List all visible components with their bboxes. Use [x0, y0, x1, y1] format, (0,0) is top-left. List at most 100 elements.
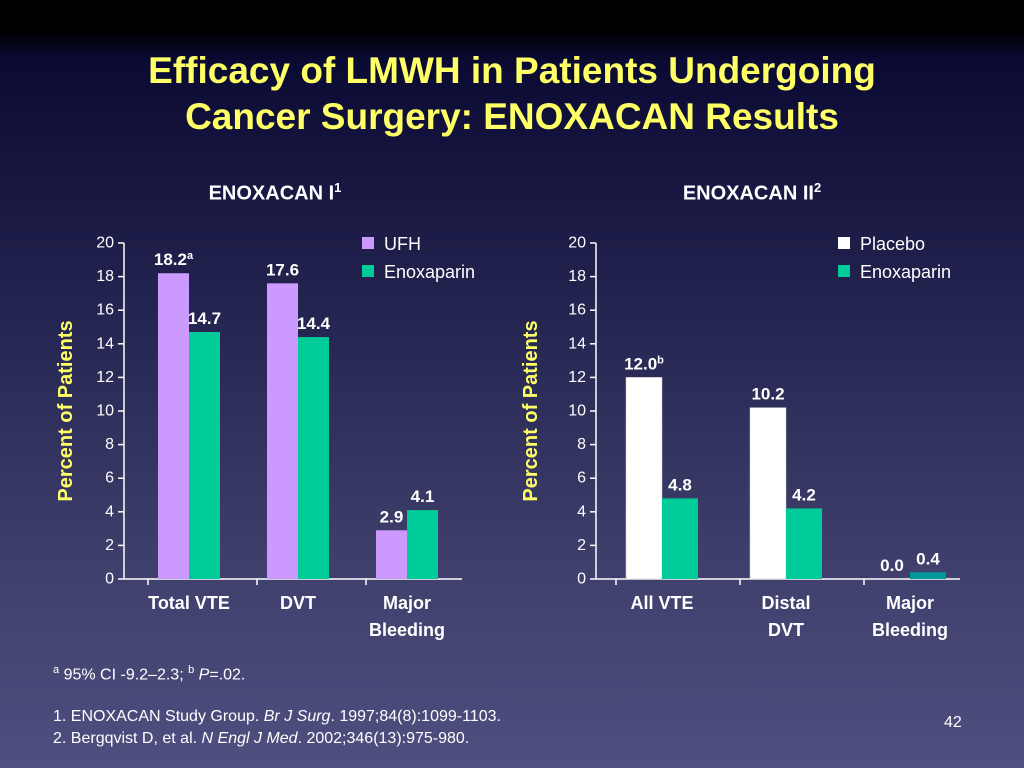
enoxacan-i-bar-enoxaparin	[189, 332, 220, 579]
enoxacan-i-data-label: 14.4	[297, 314, 331, 333]
enoxacan-ii-category-label: Bleeding	[872, 620, 948, 640]
enoxacan-ii-y-tick-label: 6	[577, 470, 586, 487]
reference-2-authors: 2. Bergqvist D, et al.	[53, 730, 202, 747]
enoxacan-i-data-label: 18.2a	[154, 250, 194, 269]
reference-1-journal: Br J Surg	[263, 708, 331, 725]
enoxacan-ii-y-tick-label: 20	[568, 235, 586, 252]
enoxacan-ii-data-label: 12.0b	[624, 354, 664, 373]
footnote-p-symbol: P	[198, 666, 210, 684]
enoxacan-i-y-axis-label: Percent of Patients	[55, 320, 77, 501]
enoxacan-ii-category-label: Major	[886, 593, 934, 613]
enoxacan-i-category-label: DVT	[280, 593, 316, 613]
enoxacan-ii-data-label-sup: b	[657, 354, 664, 366]
enoxacan-ii-y-tick-label: 14	[568, 335, 586, 352]
enoxacan-i-bar-ufh	[267, 283, 298, 579]
enoxacan-ii-category-label: DVT	[768, 620, 804, 640]
enoxacan-i-chart-title: ENOXACAN I1	[40, 180, 510, 206]
enoxacan-ii-y-axis-label: Percent of Patients	[520, 320, 542, 501]
enoxacan-i-legend-swatch-enoxaparin	[362, 265, 374, 277]
enoxacan-i-data-label: 17.6	[266, 260, 299, 279]
reference-1: 1. ENOXACAN Study Group. Br J Surg. 1997…	[53, 706, 501, 728]
enoxacan-i-bar-enoxaparin	[407, 510, 438, 579]
enoxacan-i-bar-ufh	[158, 273, 189, 579]
enoxacan-ii-data-label-value: 4.8	[668, 475, 692, 494]
page-number: 42	[944, 714, 962, 731]
enoxacan-i-y-tick-label: 0	[105, 571, 114, 588]
enoxacan-ii-chart: ENOXACAN II2 Percent of Patients 0 2 4 6 8 10 1…	[512, 178, 992, 658]
enoxacan-i-y-tick-label: 20	[96, 235, 114, 252]
enoxacan-i-legend-label-ufh: UFH	[384, 234, 421, 254]
enoxacan-i-legend-swatch-ufh	[362, 237, 374, 249]
slide-title-line-2: Cancer Surgery: ENOXACAN Results	[185, 96, 839, 137]
enoxacan-ii-data-label: 4.8	[668, 475, 692, 494]
enoxacan-i-bar-enoxaparin	[298, 337, 329, 579]
enoxacan-ii-data-label: 0.4	[916, 549, 940, 568]
enoxacan-i-data-label-value: 2.9	[380, 507, 404, 526]
enoxacan-i-y-tick-label: 10	[96, 403, 114, 420]
footnote: a 95% CI -9.2–2.3; b P=.02.	[53, 664, 245, 684]
reference-2: 2. Bergqvist D, et al. N Engl J Med. 200…	[53, 728, 501, 750]
enoxacan-ii-legend-label-placebo: Placebo	[860, 234, 925, 254]
enoxacan-i-data-label-sup: a	[187, 250, 194, 262]
enoxacan-ii-bar-placebo	[749, 407, 787, 580]
enoxacan-i-bar-ufh	[376, 530, 407, 579]
enoxacan-i-y-tick-label: 2	[105, 537, 114, 554]
enoxacan-i-data-label-value: 14.7	[188, 309, 221, 328]
enoxacan-i-category-label: Total VTE	[148, 593, 230, 613]
enoxacan-ii-y-tick-label: 10	[568, 403, 586, 420]
footnote-a-mark: a	[53, 664, 60, 676]
footnote-b-mark: b	[188, 664, 195, 676]
enoxacan-ii-data-label-value: 0.0	[880, 556, 904, 575]
reference-2-journal: N Engl J Med	[201, 730, 298, 747]
enoxacan-ii-legend-label-enoxaparin: Enoxaparin	[860, 262, 951, 282]
enoxacan-i-reference-mark: 1	[334, 180, 342, 195]
enoxacan-ii-bar-enoxaparin	[662, 498, 698, 579]
slide-title-line-1: Efficacy of LMWH in Patients Undergoing	[148, 50, 876, 91]
enoxacan-ii-reference-mark: 2	[813, 180, 822, 195]
enoxacan-i-chart-svg: Percent of Patients 0 2 4 6 8 10 12 14 16 18 20 18.2…	[55, 234, 475, 640]
enoxacan-ii-legend-swatch-enoxaparin	[838, 265, 850, 277]
enoxacan-i-data-label: 14.7	[188, 309, 221, 328]
enoxacan-ii-y-tick-label: 12	[568, 369, 586, 386]
enoxacan-i-chart-title-text: ENOXACAN I	[208, 182, 335, 205]
enoxacan-ii-data-label: 4.2	[792, 485, 816, 504]
enoxacan-i-data-label: 2.9	[380, 507, 404, 526]
enoxacan-ii-data-label-value: 4.2	[792, 485, 816, 504]
enoxacan-ii-legend-swatch-placebo	[838, 237, 850, 249]
slide-title: Efficacy of LMWH in Patients Undergoing …	[0, 48, 1024, 140]
enoxacan-ii-bar-placebo	[625, 377, 663, 580]
enoxacan-ii-bar-enoxaparin	[910, 572, 946, 579]
enoxacan-i-y-tick-label: 16	[96, 302, 114, 319]
enoxacan-i-y-tick-label: 18	[96, 268, 114, 285]
enoxacan-i-category-label: Major	[383, 593, 431, 613]
enoxacan-i-legend-label-enoxaparin: Enoxaparin	[384, 262, 475, 282]
enoxacan-ii-data-label-value: 12.0	[624, 354, 657, 373]
enoxacan-ii-y-tick-label: 16	[568, 302, 586, 319]
enoxacan-ii-data-label-value: 0.4	[916, 549, 940, 568]
enoxacan-ii-y-tick-label: 2	[577, 537, 586, 554]
footnote-a-text: 95% CI -9.2–2.3;	[59, 666, 189, 684]
enoxacan-ii-y-tick-label: 4	[577, 503, 586, 520]
enoxacan-ii-bar-enoxaparin	[786, 508, 822, 579]
enoxacan-i-y-tick-label: 12	[96, 369, 114, 386]
enoxacan-ii-category-label: Distal	[761, 593, 810, 613]
enoxacan-i-y-tick-label: 8	[105, 436, 114, 453]
enoxacan-i-data-label-value: 18.2	[154, 250, 187, 269]
enoxacan-ii-chart-svg: Percent of Patients 0 2 4 6 8 10 12 14 16 18 20 12.0…	[520, 234, 960, 640]
enoxacan-ii-data-label-value: 10.2	[751, 385, 784, 404]
footnote-b-text: =.02.	[209, 666, 246, 684]
enoxacan-i-y-tick-label: 14	[96, 335, 114, 352]
enoxacan-i-category-label: Bleeding	[369, 620, 445, 640]
enoxacan-i-chart: ENOXACAN I1 Percent of Patients 0 2 4 6 8 10 12…	[40, 178, 510, 658]
enoxacan-ii-y-tick-label: 8	[577, 436, 586, 453]
enoxacan-i-y-tick-label: 4	[105, 503, 114, 520]
enoxacan-i-data-label-value: 4.1	[411, 487, 435, 506]
enoxacan-i-data-label-value: 14.4	[297, 314, 331, 333]
reference-1-citation: . 1997;84(8):1099-1103.	[330, 708, 501, 725]
enoxacan-i-data-label-value: 17.6	[266, 260, 299, 279]
reference-1-authors: 1. ENOXACAN Study Group.	[53, 708, 264, 725]
enoxacan-ii-chart-title: ENOXACAN II2	[512, 180, 992, 206]
references: 1. ENOXACAN Study Group. Br J Surg. 1997…	[53, 706, 501, 750]
enoxacan-ii-y-tick-label: 0	[577, 571, 586, 588]
enoxacan-i-y-tick-label: 6	[105, 470, 114, 487]
